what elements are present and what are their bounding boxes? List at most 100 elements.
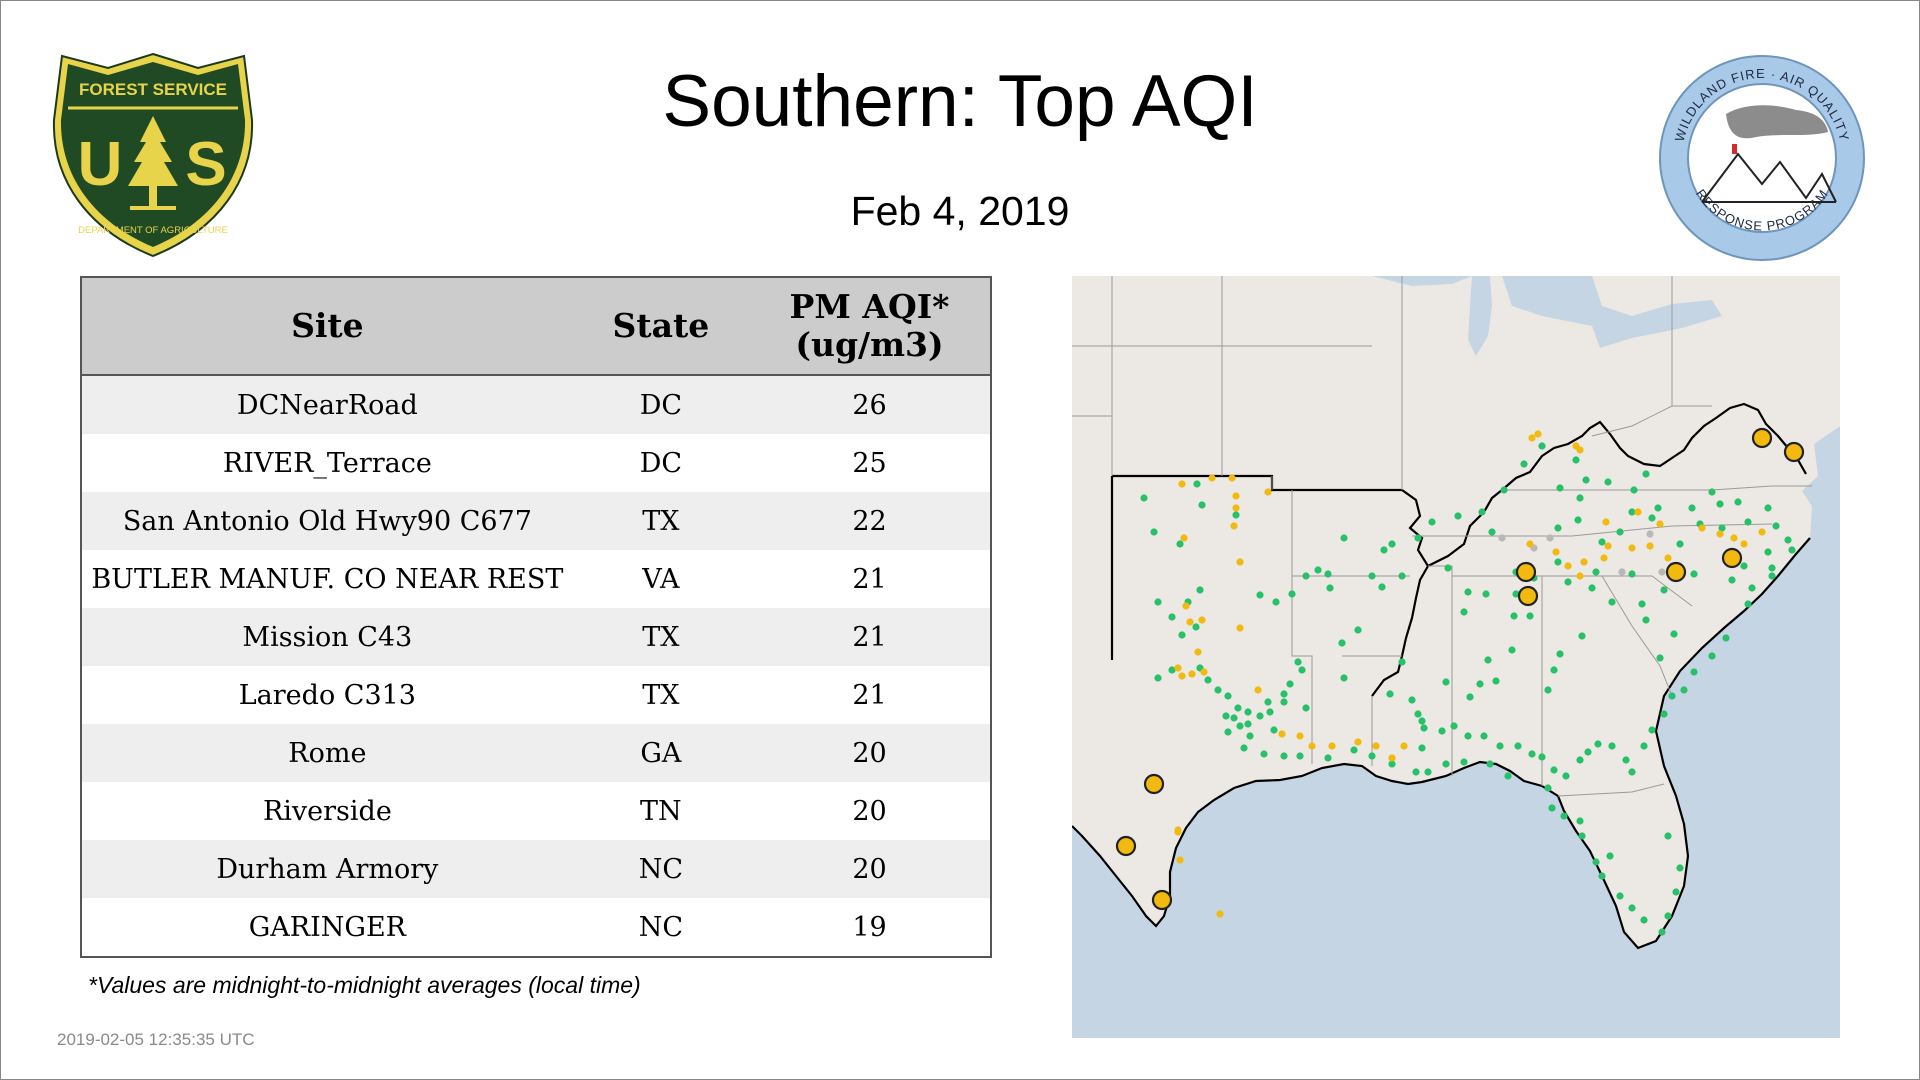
good-aqi-site-marker <box>1640 742 1648 750</box>
good-aqi-site-marker <box>1338 639 1346 647</box>
good-aqi-site-marker <box>1744 600 1752 608</box>
good-aqi-site-marker <box>1398 658 1406 666</box>
good-aqi-site-marker <box>1628 768 1636 776</box>
good-aqi-site-marker <box>1168 613 1176 621</box>
good-aqi-site-marker <box>1504 772 1512 780</box>
good-aqi-site-marker <box>1508 646 1516 654</box>
good-aqi-site-marker <box>1588 584 1596 592</box>
good-aqi-site-marker <box>1688 504 1696 512</box>
good-aqi-site-marker <box>1538 442 1546 450</box>
moderate-aqi-site-marker <box>1646 542 1654 550</box>
good-aqi-site-marker <box>1548 804 1556 812</box>
top-aqi-site-marker <box>1517 585 1539 607</box>
good-aqi-site-marker <box>1740 562 1748 570</box>
good-aqi-site-marker <box>1480 732 1488 740</box>
good-aqi-site-marker <box>1550 766 1558 774</box>
moderate-aqi-site-marker <box>1278 730 1286 738</box>
state-cell: TX <box>572 666 749 724</box>
pm-aqi-header-line1: PM AQI* <box>789 287 950 326</box>
svg-text:U: U <box>78 130 123 199</box>
top-aqi-site-marker <box>1151 889 1173 911</box>
site-cell: RIVER_Terrace <box>81 434 573 492</box>
no-data-site-marker <box>1618 568 1626 576</box>
table-row: Riverside TN 20 <box>81 782 991 840</box>
good-aqi-site-marker <box>1454 512 1462 520</box>
good-aqi-site-marker <box>1388 760 1396 768</box>
good-aqi-site-marker <box>1154 674 1162 682</box>
good-aqi-site-marker <box>1584 748 1592 756</box>
good-aqi-site-marker <box>1784 536 1792 544</box>
state-cell: DC <box>572 434 749 492</box>
good-aqi-site-marker <box>1510 612 1518 620</box>
good-aqi-site-marker <box>1628 904 1636 912</box>
state-cell: NC <box>572 840 749 898</box>
moderate-aqi-site-marker <box>1564 562 1572 570</box>
table-row: San Antonio Old Hwy90 C677 TX 22 <box>81 492 991 550</box>
good-aqi-site-marker <box>1418 744 1426 752</box>
good-aqi-site-marker <box>1296 752 1304 760</box>
good-aqi-site-marker <box>1554 558 1562 566</box>
good-aqi-site-marker <box>1514 742 1522 750</box>
good-aqi-site-marker <box>1270 726 1278 734</box>
good-aqi-site-marker <box>1280 752 1288 760</box>
moderate-aqi-site-marker <box>1182 602 1190 610</box>
lake-huron-erie <box>1502 276 1722 348</box>
good-aqi-site-marker <box>1150 528 1158 536</box>
moderate-aqi-site-marker <box>1264 488 1272 496</box>
good-aqi-site-marker <box>1414 534 1422 542</box>
good-aqi-site-marker <box>1668 692 1676 700</box>
moderate-aqi-site-marker <box>1628 544 1636 552</box>
good-aqi-site-marker <box>1680 686 1688 694</box>
good-aqi-site-marker <box>1592 568 1600 576</box>
good-aqi-site-marker <box>1690 668 1698 676</box>
svg-text:DEPARTMENT OF AGRICULTURE: DEPARTMENT OF AGRICULTURE <box>78 225 228 236</box>
good-aqi-site-marker <box>1294 658 1302 666</box>
moderate-aqi-site-marker <box>1174 828 1182 836</box>
good-aqi-site-marker <box>1260 750 1268 758</box>
good-aqi-site-marker <box>1496 742 1504 750</box>
moderate-aqi-site-marker <box>1200 668 1208 676</box>
wildland-fire-air-quality-logo: WILDLAND FIRE · AIR QUALITY RESPONSE PRO… <box>1659 55 1865 261</box>
good-aqi-site-marker <box>1486 760 1494 768</box>
top-aqi-site-marker <box>1751 427 1773 449</box>
aqi-cell: 20 <box>749 724 991 782</box>
no-data-site-marker <box>1658 568 1666 576</box>
good-aqi-site-marker <box>1386 690 1394 698</box>
moderate-aqi-site-marker <box>1388 754 1396 762</box>
good-aqi-site-marker <box>1482 590 1490 598</box>
good-aqi-site-marker <box>1266 708 1274 716</box>
good-aqi-site-marker <box>1488 528 1496 536</box>
no-data-site-marker <box>1546 534 1554 542</box>
good-aqi-site-marker <box>1594 740 1602 748</box>
good-aqi-site-marker <box>1708 652 1716 660</box>
moderate-aqi-site-marker <box>1198 616 1206 624</box>
top-aqi-site-marker <box>1115 835 1137 857</box>
moderate-aqi-site-marker <box>1758 528 1766 536</box>
good-aqi-site-marker <box>1660 710 1668 718</box>
good-aqi-site-marker <box>1690 570 1698 578</box>
good-aqi-site-marker <box>1378 583 1386 591</box>
good-aqi-site-marker <box>1412 768 1420 776</box>
good-aqi-site-marker <box>1648 726 1656 734</box>
good-aqi-site-marker <box>1560 812 1568 820</box>
moderate-aqi-site-marker <box>1634 508 1642 516</box>
good-aqi-site-marker <box>1460 608 1468 616</box>
site-cell: Durham Armory <box>81 840 573 898</box>
good-aqi-site-marker <box>1424 768 1432 776</box>
good-aqi-site-marker <box>1676 540 1684 548</box>
good-aqi-site-marker <box>1298 666 1306 674</box>
moderate-aqi-site-marker <box>1534 430 1542 438</box>
state-cell: GA <box>572 724 749 782</box>
good-aqi-site-marker <box>1442 760 1450 768</box>
good-aqi-site-marker <box>1598 872 1606 880</box>
good-aqi-site-marker <box>1608 598 1616 606</box>
table-row: Rome GA 20 <box>81 724 991 782</box>
good-aqi-site-marker <box>1604 478 1612 486</box>
moderate-aqi-site-marker <box>1194 648 1202 656</box>
good-aqi-site-marker <box>1556 650 1564 658</box>
top-aqi-site-marker <box>1515 561 1537 583</box>
good-aqi-site-marker <box>1302 572 1310 580</box>
good-aqi-site-marker <box>1476 680 1484 688</box>
site-cell: DCNearRoad <box>81 375 573 434</box>
moderate-aqi-site-marker <box>1228 474 1236 482</box>
